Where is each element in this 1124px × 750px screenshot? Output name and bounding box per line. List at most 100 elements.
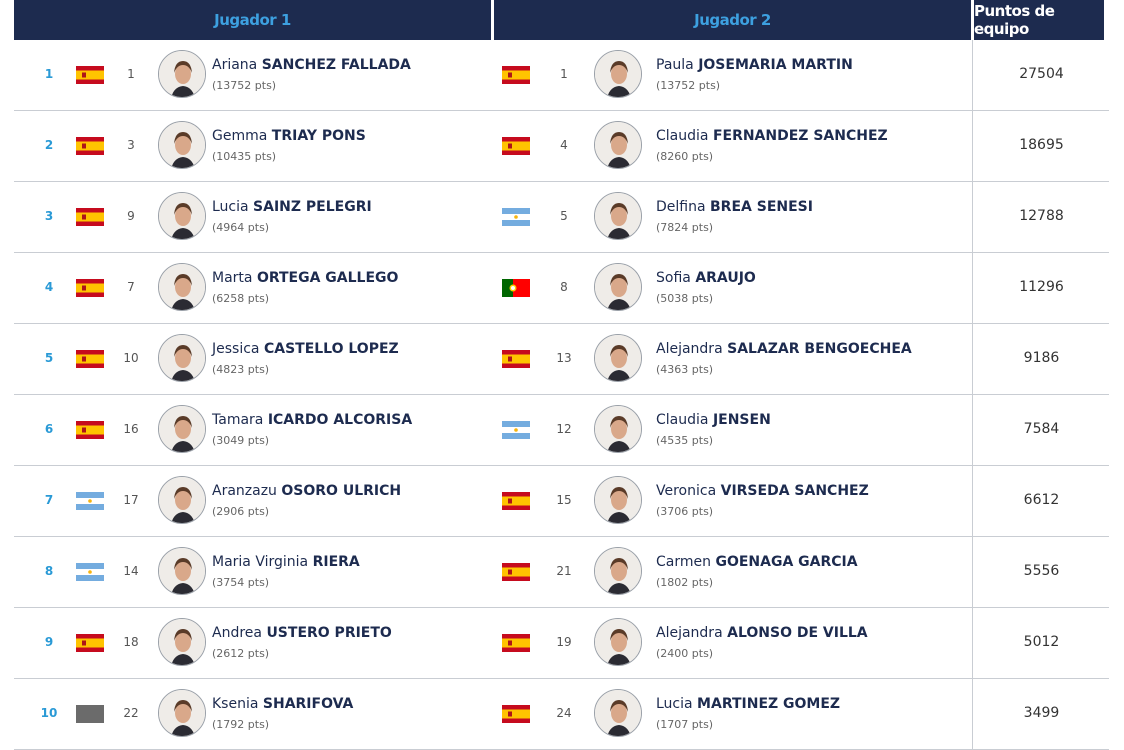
last-name: SHARIFOVA <box>262 696 354 712</box>
flag-icon <box>502 66 530 84</box>
first-name: Claudia <box>656 412 709 428</box>
rank: 5 <box>44 351 54 365</box>
player-points: (7824 pts) <box>656 221 714 234</box>
header-cell: Puntos de equipo <box>974 0 1104 40</box>
flag-icon <box>76 208 104 226</box>
rank: 6 <box>44 422 54 436</box>
player-ranking: 7 <box>127 280 135 294</box>
header-text: Puntos de equipo <box>974 2 1055 38</box>
first-name: Ksenia <box>212 696 259 712</box>
player-name: Veronica VIRSEDA SANCHEZ <box>656 483 869 499</box>
team-points: 7584 <box>1023 421 1060 437</box>
avatar <box>594 476 642 524</box>
column-divider <box>972 324 973 394</box>
player-name: Andrea USTERO PRIETO <box>212 625 392 641</box>
rank: 8 <box>44 564 54 578</box>
player-points: (1802 pts) <box>656 576 714 589</box>
last-name: MARTINEZ GOMEZ <box>697 696 841 712</box>
column-divider <box>972 395 973 465</box>
avatar <box>158 405 206 453</box>
table-row: 10 22 Ksenia SHARIFOVA (1792 pts) 24 Lucia MA… <box>14 679 1109 750</box>
flag-icon <box>76 279 104 297</box>
last-name: ICARDO ALCORISA <box>267 412 413 428</box>
player-points: (3754 pts) <box>212 576 270 589</box>
player-points: (1792 pts) <box>212 718 270 731</box>
last-name: ALONSO DE VILLA <box>727 625 868 641</box>
last-name: OSORO ULRICH <box>281 483 402 499</box>
player-ranking: 4 <box>560 138 568 152</box>
column-divider <box>972 679 973 749</box>
player-ranking: 16 <box>123 422 139 436</box>
avatar <box>594 121 642 169</box>
column-divider <box>972 608 973 678</box>
table-row: 6 16 Tamara ICARDO ALCORISA (3049 pts) 12 Cla… <box>14 395 1109 466</box>
column-divider <box>972 537 973 607</box>
column-divider <box>972 111 973 181</box>
player-name: Sofia ARAUJO <box>656 270 756 286</box>
rank: 9 <box>44 635 54 649</box>
avatar <box>158 334 206 382</box>
player-ranking: 13 <box>556 351 572 365</box>
player-points: (6258 pts) <box>212 292 270 305</box>
player-name: Ariana SANCHEZ FALLADA <box>212 57 411 73</box>
first-name: Claudia <box>656 128 709 144</box>
player-name: Gemma TRIAY PONS <box>212 128 366 144</box>
player-ranking: 12 <box>556 422 572 436</box>
player-ranking: 8 <box>560 280 568 294</box>
header-cell: Jugador 2 <box>494 0 971 40</box>
first-name: Aranzazu <box>212 483 277 499</box>
first-name: Paula <box>656 57 694 73</box>
flag-icon <box>502 421 530 439</box>
rank: 10 <box>40 706 58 720</box>
last-name: TRIAY PONS <box>271 128 366 144</box>
column-divider <box>972 40 973 110</box>
avatar <box>158 547 206 595</box>
player-ranking: 19 <box>556 635 572 649</box>
first-name: Marta <box>212 270 253 286</box>
team-points: 6612 <box>1023 492 1060 508</box>
player-ranking: 15 <box>556 493 572 507</box>
rank: 3 <box>44 209 54 223</box>
first-name: Gemma <box>212 128 268 144</box>
player-ranking: 1 <box>127 67 135 81</box>
first-name: Tamara <box>212 412 264 428</box>
player-points: (2400 pts) <box>656 647 714 660</box>
avatar <box>158 263 206 311</box>
avatar <box>158 121 206 169</box>
last-name: ARAUJO <box>695 270 756 286</box>
team-points: 3499 <box>1023 705 1060 721</box>
flag-icon <box>502 350 530 368</box>
first-name: Lucia <box>656 696 693 712</box>
player-points: (1707 pts) <box>656 718 714 731</box>
flag-icon <box>76 492 104 510</box>
last-name: CASTELLO LOPEZ <box>263 341 399 357</box>
player-points: (13752 pts) <box>656 79 721 92</box>
avatar <box>594 405 642 453</box>
first-name: Ariana <box>212 57 258 73</box>
last-name: RIERA <box>312 554 360 570</box>
avatar <box>158 50 206 98</box>
flag-icon <box>502 137 530 155</box>
player-name: Alejandra ALONSO DE VILLA <box>656 625 868 641</box>
team-points: 5012 <box>1023 634 1060 650</box>
last-name: FERNANDEZ SANCHEZ <box>712 128 888 144</box>
first-name: Delfina <box>656 199 706 215</box>
team-points: 27504 <box>1019 66 1064 82</box>
avatar <box>158 689 206 737</box>
column-divider <box>972 253 973 323</box>
last-name: SANCHEZ FALLADA <box>261 57 411 73</box>
first-name: Alejandra <box>656 341 723 357</box>
avatar <box>594 50 642 98</box>
rank: 7 <box>44 493 54 507</box>
avatar <box>158 618 206 666</box>
player-ranking: 3 <box>127 138 135 152</box>
first-name: Veronica <box>656 483 717 499</box>
team-points: 11296 <box>1019 279 1064 295</box>
player-name: Paula JOSEMARIA MARTIN <box>656 57 853 73</box>
avatar <box>594 547 642 595</box>
flag-icon <box>76 634 104 652</box>
avatar <box>158 476 206 524</box>
first-name: Andrea <box>212 625 262 641</box>
last-name: USTERO PRIETO <box>266 625 392 641</box>
